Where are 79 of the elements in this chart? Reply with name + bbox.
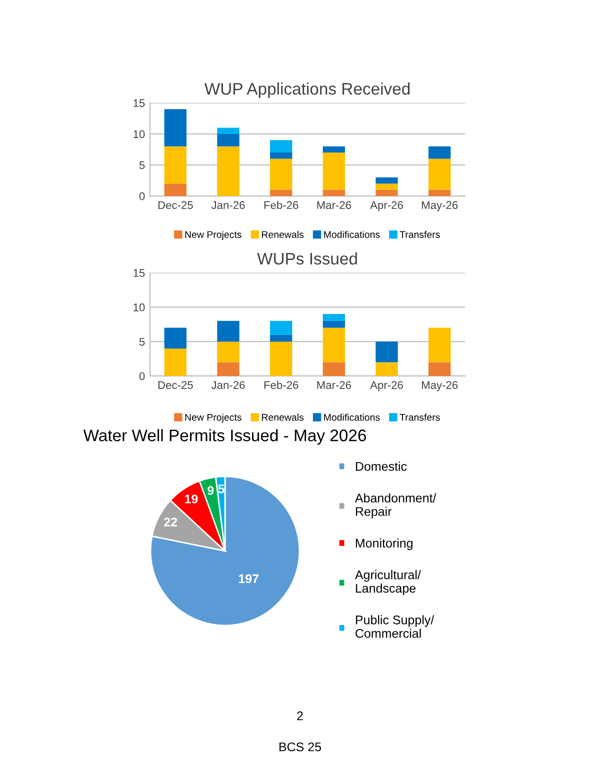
bar [376, 177, 398, 184]
data-label: 19 [185, 494, 198, 504]
bar [270, 342, 292, 376]
bar [322, 146, 346, 153]
legend-label: Renewals [262, 230, 304, 238]
bar [322, 328, 346, 362]
bar [322, 152, 346, 190]
bar [322, 190, 346, 196]
bar [376, 184, 398, 190]
bar [164, 348, 187, 376]
legend-label: Transfers [400, 414, 440, 421]
y-tick-label: 0 [139, 192, 145, 200]
x-tick-label: Dec-25 [158, 381, 193, 389]
x-tick-label: Apr-26 [370, 381, 403, 392]
pie-slice [150, 476, 300, 626]
bar [164, 184, 187, 196]
x-tick-label: Feb-26 [264, 200, 298, 210]
data-label: 5 [218, 484, 224, 494]
bar [428, 328, 451, 362]
legend-label: Abandonment/ Repair [354, 493, 436, 518]
bar [217, 320, 240, 342]
chart-title: WUPs Issued [257, 252, 357, 265]
data-label: 9 [208, 486, 214, 495]
x-tick-label: Dec-25 [158, 201, 193, 210]
y-tick-label: 15 [134, 269, 145, 277]
bar [270, 334, 292, 342]
text: 2 [297, 711, 303, 720]
bar [428, 158, 451, 190]
bar [428, 362, 451, 376]
bar [217, 128, 240, 134]
legend-label: New Projects [185, 414, 242, 423]
y-tick-label: 5 [139, 338, 145, 346]
bar [322, 362, 346, 376]
legend-label: Agricultural/ Landscape [354, 570, 421, 596]
x-tick-label: Apr-26 [370, 201, 403, 212]
x-tick-label: Feb-26 [264, 380, 298, 389]
x-tick-label: May-26 [422, 201, 458, 212]
bar [270, 152, 292, 159]
y-tick-label: 5 [139, 161, 145, 170]
bar [217, 134, 240, 146]
x-tick-label: Jan-26 [211, 381, 245, 389]
bar [270, 140, 292, 153]
x-tick-label: Mar-26 [317, 201, 352, 210]
bar [270, 320, 292, 335]
bar [322, 314, 346, 321]
bar [270, 190, 292, 196]
bar [217, 362, 240, 376]
x-tick-label: Jan-26 [211, 201, 245, 210]
data-label: 197 [238, 574, 258, 584]
legend-label: Modifications [324, 230, 380, 238]
y-tick-label: 15 [134, 99, 145, 108]
bar [428, 146, 451, 159]
y-tick-label: 10 [134, 130, 145, 138]
y-tick-label: 0 [139, 372, 145, 380]
legend-label: Transfers [400, 230, 440, 238]
bar [428, 190, 451, 196]
text: BCS 25 [279, 742, 322, 752]
bar [270, 158, 292, 190]
legend-label: Monitoring [356, 538, 412, 550]
legend-label: Modifications [324, 414, 380, 421]
legend-label: New Projects [185, 230, 242, 240]
chart-title: WUP Applications Received [204, 82, 410, 98]
bar [164, 328, 187, 348]
chart-title: Water Well Permits Issued - May 2026 [83, 429, 366, 445]
x-tick-label: Mar-26 [317, 381, 352, 389]
bar [322, 320, 346, 328]
bar [164, 109, 187, 146]
x-tick-label: May-26 [422, 381, 458, 392]
bar [217, 146, 240, 196]
bar [376, 190, 398, 196]
legend-label: Renewals [262, 414, 304, 421]
bar [376, 362, 398, 376]
bar [164, 146, 187, 184]
data-label: 22 [164, 518, 178, 526]
legend-label: Domestic [356, 462, 407, 471]
bar [376, 342, 398, 362]
legend-label: Public Supply/ Commercial [356, 615, 434, 638]
bar [217, 342, 240, 362]
y-tick-label: 10 [134, 303, 145, 312]
